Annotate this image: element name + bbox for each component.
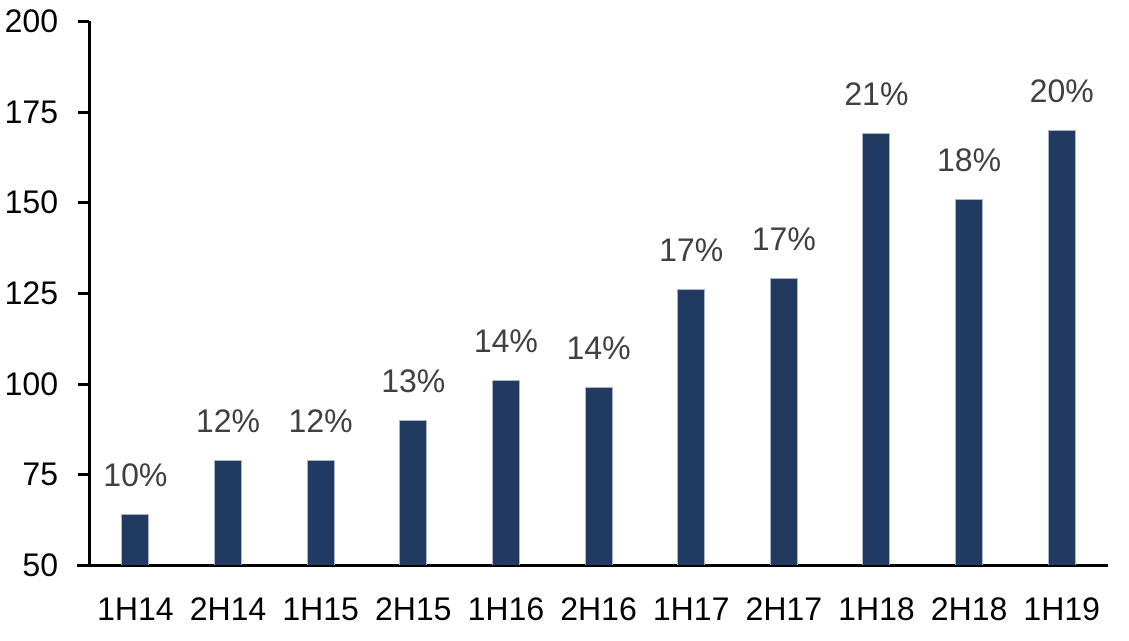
bar-1H16 — [491, 380, 520, 565]
y-tick-label: 200 — [4, 3, 58, 39]
bar-value-label: 21% — [844, 76, 909, 113]
x-tick-label: 2H15 — [374, 591, 452, 627]
y-tick-label: 125 — [4, 275, 58, 311]
x-axis-line — [77, 564, 1108, 567]
x-tick-label: 1H17 — [652, 591, 730, 627]
bar-value-label: 12% — [288, 402, 353, 439]
x-tick-label: 1H14 — [97, 591, 174, 627]
x-tick-label: 2H14 — [189, 591, 267, 627]
x-tick-label: 1H15 — [282, 591, 359, 627]
bar-value-label: 13% — [381, 362, 446, 399]
y-tick-label: 75 — [22, 456, 58, 493]
x-tick-label: 1H18 — [838, 591, 915, 627]
bar-2H18 — [955, 198, 984, 565]
bar-value-label: 10% — [103, 457, 168, 494]
bar-1H14 — [121, 514, 150, 565]
y-tick-label: 150 — [4, 184, 58, 221]
x-tick-label: 1H16 — [467, 591, 545, 627]
x-tick-label: 2H17 — [745, 591, 823, 627]
x-tick-label: 2H16 — [560, 591, 637, 627]
bar-value-label: 14% — [473, 323, 538, 360]
bar-1H19 — [1047, 129, 1076, 565]
y-axis-line — [88, 21, 91, 566]
y-tick-mark — [78, 110, 89, 114]
bar-value-label: 12% — [195, 402, 260, 439]
bar-2H15 — [399, 419, 428, 565]
bar-2H16 — [584, 387, 613, 565]
bar-1H18 — [862, 133, 891, 565]
y-tick-label: 50 — [22, 547, 58, 583]
y-tick-mark — [78, 292, 89, 295]
bar-2H17 — [769, 278, 798, 565]
bar-value-label: 17% — [751, 221, 816, 258]
x-tick-label: 1H19 — [1023, 591, 1100, 627]
bar-2H14 — [213, 459, 242, 565]
y-tick-mark — [78, 201, 89, 205]
y-tick-mark — [78, 20, 89, 23]
y-tick-mark — [78, 473, 89, 477]
y-tick-label: 100 — [4, 365, 58, 402]
bar-value-label: 20% — [1029, 72, 1094, 109]
y-tick-label: 175 — [4, 93, 58, 130]
bar-value-label: 17% — [659, 232, 724, 269]
bar-value-label: 14% — [566, 330, 631, 367]
x-tick-label: 2H18 — [930, 591, 1008, 627]
y-tick-mark — [78, 382, 89, 386]
bar-1H17 — [677, 289, 706, 565]
bar-1H15 — [306, 459, 335, 565]
bar-value-label: 18% — [937, 141, 1002, 178]
